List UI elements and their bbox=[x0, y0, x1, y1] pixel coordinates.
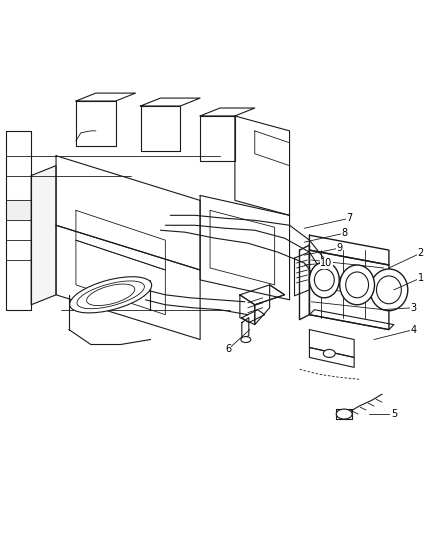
Ellipse shape bbox=[340, 265, 374, 305]
Ellipse shape bbox=[370, 269, 408, 311]
Polygon shape bbox=[56, 156, 200, 270]
Text: 7: 7 bbox=[346, 213, 352, 223]
Ellipse shape bbox=[314, 269, 334, 291]
Text: 8: 8 bbox=[341, 228, 347, 238]
Polygon shape bbox=[309, 310, 394, 329]
Text: 1: 1 bbox=[418, 273, 424, 283]
Polygon shape bbox=[309, 235, 389, 265]
Polygon shape bbox=[294, 252, 309, 296]
Polygon shape bbox=[336, 409, 352, 419]
Polygon shape bbox=[141, 106, 180, 151]
Polygon shape bbox=[7, 131, 31, 310]
Polygon shape bbox=[309, 348, 354, 367]
Polygon shape bbox=[255, 131, 290, 166]
Ellipse shape bbox=[70, 277, 152, 313]
Polygon shape bbox=[300, 245, 309, 320]
Polygon shape bbox=[200, 196, 290, 300]
Polygon shape bbox=[200, 108, 255, 116]
Text: 6: 6 bbox=[225, 344, 231, 354]
Text: 3: 3 bbox=[411, 303, 417, 313]
Polygon shape bbox=[240, 295, 255, 325]
Polygon shape bbox=[56, 225, 200, 340]
Polygon shape bbox=[31, 166, 56, 305]
Polygon shape bbox=[235, 116, 290, 215]
Text: 2: 2 bbox=[417, 248, 424, 258]
Ellipse shape bbox=[309, 262, 339, 298]
Polygon shape bbox=[141, 98, 200, 106]
Text: 9: 9 bbox=[336, 243, 342, 253]
Polygon shape bbox=[242, 318, 249, 340]
Polygon shape bbox=[240, 285, 285, 305]
Polygon shape bbox=[76, 240, 165, 314]
Text: 10: 10 bbox=[320, 258, 332, 268]
Ellipse shape bbox=[346, 272, 368, 298]
Polygon shape bbox=[76, 93, 135, 101]
Polygon shape bbox=[200, 116, 235, 160]
Polygon shape bbox=[309, 250, 389, 329]
Text: 5: 5 bbox=[391, 409, 397, 419]
Text: 4: 4 bbox=[411, 325, 417, 335]
Ellipse shape bbox=[323, 350, 335, 358]
Polygon shape bbox=[7, 200, 31, 220]
Polygon shape bbox=[309, 329, 354, 358]
Polygon shape bbox=[76, 211, 165, 270]
Polygon shape bbox=[76, 101, 116, 146]
Polygon shape bbox=[242, 310, 265, 322]
Ellipse shape bbox=[241, 336, 251, 343]
Ellipse shape bbox=[336, 409, 352, 419]
Ellipse shape bbox=[377, 276, 401, 304]
